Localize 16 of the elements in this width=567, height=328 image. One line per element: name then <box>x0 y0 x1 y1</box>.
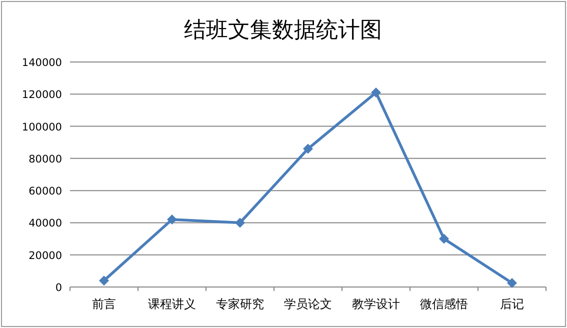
xtick: 后记 <box>500 297 524 311</box>
ytick: 20000 <box>28 250 62 262</box>
xtick: 专家研究 <box>216 297 264 311</box>
ytick: 120000 <box>22 89 62 102</box>
xtick: 教学设计 <box>352 297 400 311</box>
ytick: 0 <box>55 282 62 294</box>
ytick: 100000 <box>22 121 62 134</box>
ytick: 40000 <box>28 218 62 230</box>
ytick: 140000 <box>22 57 62 69</box>
ytick: 80000 <box>28 153 62 166</box>
title: 结班文集数据统计图 <box>184 18 382 43</box>
ytick: 60000 <box>28 186 62 198</box>
xtick: 微信感悟 <box>420 297 468 311</box>
xtick: 课程讲义 <box>148 297 196 311</box>
xtick: 学员论文 <box>284 297 332 311</box>
xtick: 前言 <box>92 297 116 311</box>
